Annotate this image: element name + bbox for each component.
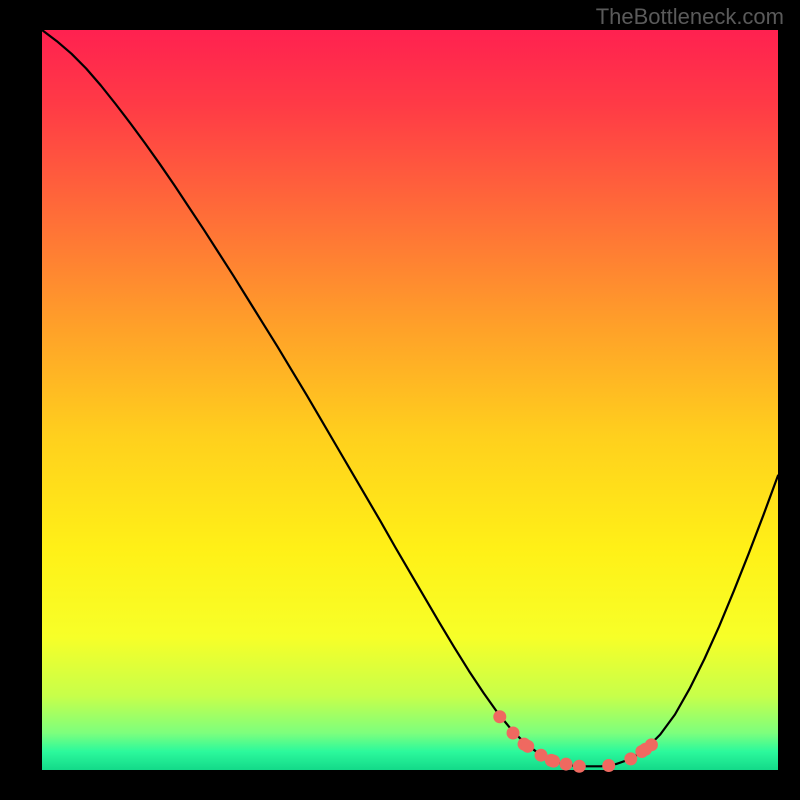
plot-background [42,30,778,770]
optimum-marker [602,759,615,772]
watermark-text: TheBottleneck.com [596,4,784,30]
optimum-marker [645,738,658,751]
optimum-marker [547,755,560,768]
chart-container: TheBottleneck.com [0,0,800,800]
optimum-marker [507,727,520,740]
optimum-marker [624,752,637,765]
optimum-marker [560,758,573,771]
optimum-marker [573,760,586,773]
optimum-marker [493,710,506,723]
optimum-marker [521,740,534,753]
bottleneck-curve-chart [0,0,800,800]
